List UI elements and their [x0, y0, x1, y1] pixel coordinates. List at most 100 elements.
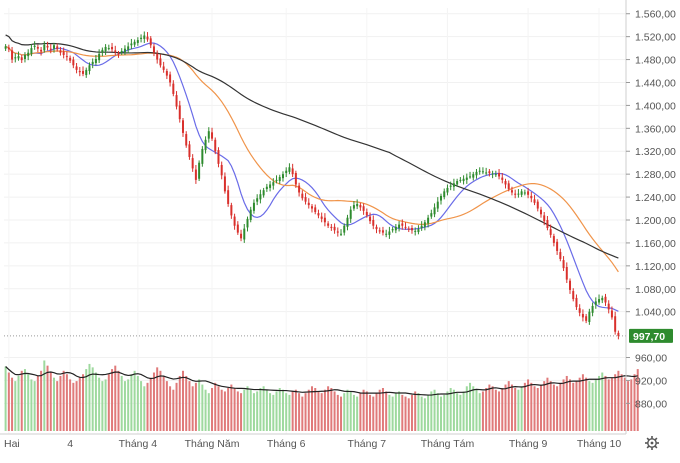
- volume-bar: [530, 382, 533, 431]
- candle-body: [481, 171, 484, 173]
- candle-body: [301, 193, 304, 199]
- volume-bar: [578, 377, 581, 431]
- volume-bar: [101, 381, 104, 431]
- candle-body: [185, 134, 188, 146]
- x-axis[interactable]: Hai 4 Tháng 4 Tháng Năm Tháng 6 Tháng 7 Tháng …: [0, 433, 626, 450]
- volume-bar: [614, 374, 617, 431]
- candle-body: [220, 164, 223, 176]
- volume-bar: [252, 393, 255, 431]
- candle-body: [156, 53, 159, 60]
- volume-bar: [17, 375, 20, 431]
- candle-body: [162, 66, 165, 70]
- volume-bar: [14, 381, 17, 431]
- volume-bar: [404, 396, 407, 431]
- candle-body: [427, 217, 430, 224]
- candle-body: [85, 69, 88, 76]
- y-axis[interactable]: 1.560,00 1.520,00 1.480,00 1.440,00 1.400,00…: [625, 0, 676, 434]
- volume-bar: [433, 389, 436, 431]
- gear-icon[interactable]: [645, 436, 659, 450]
- grid: [4, 8, 626, 434]
- candle-body: [7, 47, 10, 50]
- volume-bar: [233, 388, 236, 431]
- candle-body: [214, 139, 217, 152]
- candle-body: [256, 198, 259, 202]
- candle-body: [391, 229, 394, 231]
- candle-body: [78, 71, 81, 73]
- volume-bar: [475, 389, 478, 431]
- x-tick-label: Tháng Năm: [185, 438, 240, 450]
- candle-body: [375, 226, 378, 230]
- candle-body: [472, 174, 475, 178]
- volume-bar: [498, 391, 501, 431]
- volume-bar: [49, 372, 52, 431]
- candle-body: [36, 46, 39, 49]
- volume-bar: [478, 393, 481, 431]
- volume-bar: [36, 375, 39, 431]
- volume-bar: [507, 381, 510, 431]
- volume-bar: [117, 370, 120, 431]
- candle-body: [30, 48, 33, 54]
- volume-bar: [636, 369, 639, 431]
- volume-bar: [314, 388, 317, 431]
- volume-bar: [152, 372, 155, 431]
- ma-slow-line: [5, 34, 619, 259]
- candle-body: [227, 190, 230, 204]
- volume-bar: [378, 389, 381, 431]
- volume-bar: [278, 388, 281, 431]
- volume-bar: [517, 389, 520, 431]
- volume-bar: [23, 369, 26, 431]
- volume-bar: [88, 363, 91, 431]
- volume-bar: [620, 374, 623, 431]
- candle-body: [520, 191, 523, 195]
- volume-bar: [346, 389, 349, 431]
- candle-body: [562, 260, 565, 269]
- candle-body: [65, 56, 68, 58]
- candle-body: [298, 185, 301, 193]
- candle-body: [578, 308, 581, 313]
- candle-body: [204, 139, 207, 151]
- volume-bar: [633, 374, 636, 431]
- candle-body: [317, 213, 320, 216]
- volume-bar: [217, 386, 220, 431]
- candle-body: [327, 223, 330, 226]
- candle-body: [20, 57, 23, 61]
- volume-bar: [627, 381, 630, 431]
- y-tick-label: 920,00: [635, 375, 667, 387]
- volume-bar: [136, 375, 139, 431]
- volume-bar: [546, 377, 549, 431]
- candle-body: [352, 205, 355, 209]
- volume-bar: [288, 394, 291, 431]
- volume-bar: [78, 377, 81, 431]
- volume-bar: [607, 379, 610, 431]
- volume-bar: [140, 381, 143, 431]
- candle-body: [107, 48, 110, 50]
- candle-body: [133, 41, 136, 45]
- candle-body: [585, 316, 588, 321]
- volume-bar: [243, 389, 246, 431]
- volume-bar: [211, 388, 214, 431]
- y-tick-label: 1.520,00: [635, 32, 676, 44]
- volume-bar: [407, 398, 410, 431]
- candle-body: [159, 58, 162, 66]
- volume-bar: [107, 374, 110, 431]
- volume-bar: [46, 365, 49, 431]
- volume-bar: [52, 377, 55, 431]
- volume-bar: [514, 388, 517, 431]
- candle-body: [82, 71, 85, 74]
- volume-bar: [159, 370, 162, 431]
- volume-bar: [256, 391, 259, 431]
- moving-average-lines: [5, 34, 619, 312]
- candle-body: [136, 40, 139, 43]
- volume-bar: [220, 389, 223, 431]
- volume-bar: [123, 381, 126, 431]
- volume-bar: [510, 384, 513, 431]
- candle-body: [504, 181, 507, 185]
- volume-bar: [562, 379, 565, 431]
- volume-bar: [501, 388, 504, 431]
- volume-bar: [410, 394, 413, 431]
- volume-bar: [162, 375, 165, 431]
- candle-body: [485, 172, 488, 174]
- y-tick-label: 1.560,00: [635, 9, 676, 21]
- candle-body: [17, 56, 20, 59]
- candle-body: [252, 202, 255, 211]
